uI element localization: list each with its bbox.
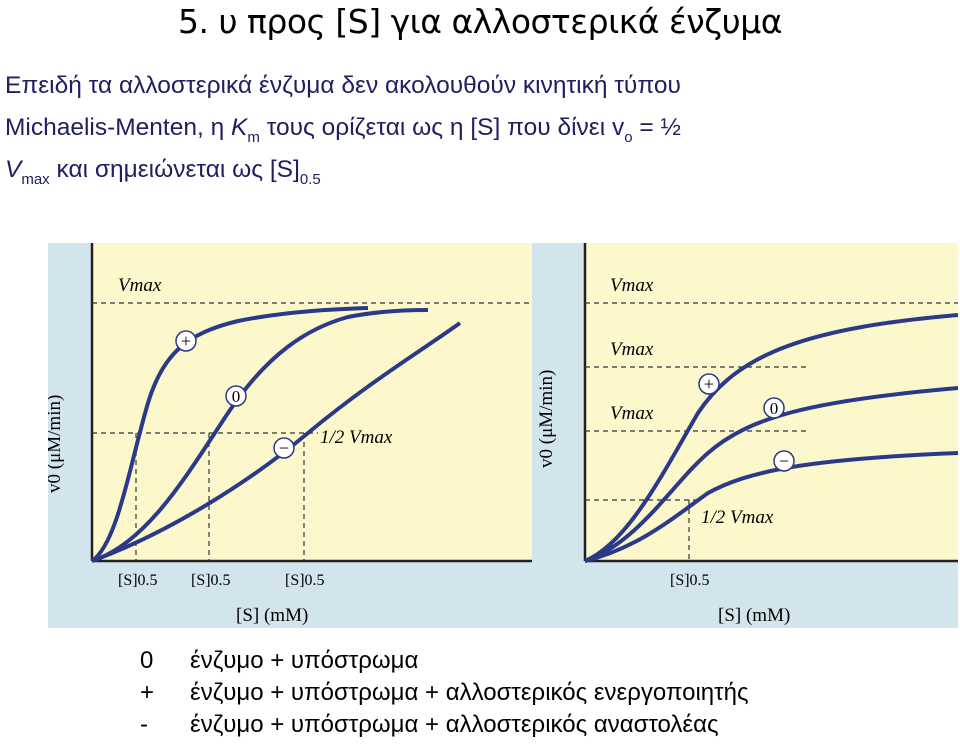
left-s05-label-2: [S]0.5 xyxy=(191,572,231,589)
right-s05-label: [S]0.5 xyxy=(670,572,710,589)
right-vmax-label-1: Vmax xyxy=(610,275,654,296)
left-panel: + 0 − Vmax 1/2 Vmax [S]0.5 [S]0.5 [S]0.5… xyxy=(44,243,532,626)
legend-text: ένζυμο + υπόστρωμα + αλλοστερικός ενεργο… xyxy=(190,679,749,706)
paragraph-line-3: Vmax και σημειώνεται ως [S]0.5 xyxy=(5,156,321,188)
kinetics-figure: + 0 − Vmax 1/2 Vmax [S]0.5 [S]0.5 [S]0.5… xyxy=(44,243,959,628)
left-marker-zero: 0 xyxy=(225,385,247,407)
svg-text:−: − xyxy=(779,451,789,471)
left-half-vmax-label: 1/2 Vmax xyxy=(320,427,393,448)
right-marker-zero: 0 xyxy=(763,397,785,419)
right-half-vmax-label: 1/2 Vmax xyxy=(701,507,774,528)
slide-title: 5. υ προς [S] για αλλοστερικά ένζυμα xyxy=(177,2,783,41)
left-curve-substrate xyxy=(91,308,429,563)
paragraph-line-1: Επειδή τα αλλοστερικά ένζυμα δεν ακολουθ… xyxy=(5,72,681,99)
right-curve-inhibitor xyxy=(584,451,959,563)
left-curve-inhibitor xyxy=(91,321,462,563)
definition-paragraph: Επειδή τα αλλοστερικά ένζυμα δεν ακολουθ… xyxy=(5,65,955,191)
legend: 0 ένζυμο + υπόστρωμα + ένζυμο + υπόστρωμ… xyxy=(140,645,940,741)
legend-symbol: - xyxy=(140,711,148,738)
legend-row-inhibitor: - ένζυμο + υπόστρωμα + αλλοστερικός ανασ… xyxy=(140,709,940,741)
legend-row-activator: + ένζυμο + υπόστρωμα + αλλοστερικός ενερ… xyxy=(140,677,940,709)
legend-row-substrate: 0 ένζυμο + υπόστρωμα xyxy=(140,645,940,677)
right-panel: + 0 − Vmax Vmax Vmax 1/2 Vmax [S]0.5 [S]… xyxy=(536,243,959,626)
left-s05-label-1: [S]0.5 xyxy=(118,572,158,589)
right-curve-substrate xyxy=(584,386,959,563)
legend-text: ένζυμο + υπόστρωμα xyxy=(190,647,419,674)
svg-text:0: 0 xyxy=(770,399,779,418)
legend-symbol: + xyxy=(140,679,155,706)
right-curve-activator xyxy=(584,313,959,563)
right-x-axis-label: [S] (mM) xyxy=(718,605,790,626)
right-y-axis-label: v0 (μM/min) xyxy=(536,370,557,468)
left-s05-label-3: [S]0.5 xyxy=(285,572,325,589)
svg-text:0: 0 xyxy=(232,387,241,406)
right-marker-plus: + xyxy=(698,373,720,395)
right-vmax-label-3: Vmax xyxy=(610,403,654,424)
right-marker-minus: − xyxy=(773,450,795,472)
legend-symbol: 0 xyxy=(140,647,154,674)
svg-text:−: − xyxy=(279,438,289,458)
paragraph-line-2: Michaelis-Menten, η Km τους ορίζεται ως … xyxy=(5,114,681,146)
left-curve-activator xyxy=(90,306,369,563)
left-vmax-label: Vmax xyxy=(118,275,162,296)
left-x-axis-label: [S] (mM) xyxy=(236,605,308,626)
left-marker-plus: + xyxy=(175,330,197,352)
right-vmax-label-2: Vmax xyxy=(610,339,654,360)
svg-text:+: + xyxy=(181,331,191,351)
left-y-axis-label: v0 (μM/min) xyxy=(48,395,65,493)
legend-text: ένζυμο + υπόστρωμα + αλλοστερικός αναστο… xyxy=(190,711,719,738)
left-plot-area xyxy=(92,243,532,561)
svg-text:+: + xyxy=(704,374,714,394)
left-marker-minus: − xyxy=(273,437,295,459)
